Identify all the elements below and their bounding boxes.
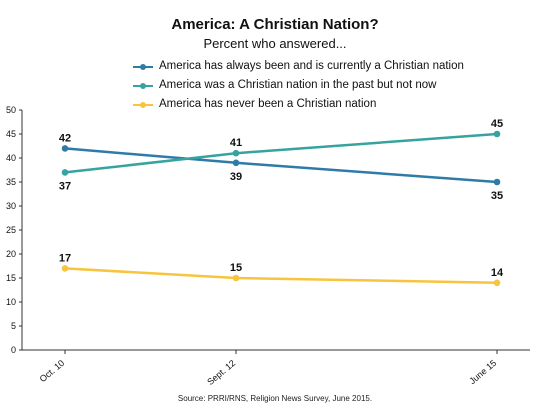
- data-label: 39: [230, 171, 242, 183]
- data-label: 37: [59, 180, 71, 192]
- y-tick-label: 20: [6, 249, 16, 259]
- data-label: 45: [491, 118, 503, 130]
- data-point: [61, 265, 69, 272]
- legend-label-always: America has always been and is currently…: [159, 60, 464, 72]
- data-label: 35: [491, 190, 503, 202]
- y-tick-label: 40: [6, 153, 16, 163]
- x-tick-label: Sept. 12: [205, 358, 237, 387]
- series-line-2: [64, 267, 498, 285]
- legend-swatch-never: [133, 102, 153, 108]
- data-point: [232, 159, 240, 167]
- data-label: 15: [230, 262, 242, 274]
- data-point: [493, 279, 501, 287]
- data-label: 14: [491, 267, 504, 279]
- legend-swatch-always: [133, 64, 153, 70]
- x-tick-label: Oct. 10: [38, 358, 67, 384]
- chart-title: America: A Christian Nation?: [171, 16, 379, 33]
- data-point: [493, 130, 501, 138]
- y-tick-label: 10: [6, 297, 16, 307]
- data-label: 42: [59, 132, 71, 144]
- legend-swatch-past: [133, 83, 153, 89]
- legend-item-past: America was a Christian nation in the pa…: [133, 76, 464, 95]
- y-tick-label: 50: [6, 105, 16, 115]
- legend-item-never: America has never been a Christian natio…: [133, 95, 464, 114]
- y-tick-label: 30: [6, 201, 16, 211]
- data-point: [493, 178, 501, 186]
- data-point: [61, 169, 69, 176]
- y-tick-label: 0: [11, 345, 16, 355]
- x-tick-label: June 15: [467, 358, 498, 386]
- legend-item-always: America has always been and is currently…: [133, 57, 464, 76]
- y-tick-label: 45: [6, 129, 16, 139]
- data-point: [232, 149, 240, 157]
- y-tick-label: 25: [6, 225, 16, 235]
- chart-subtitle: Percent who answered...: [203, 36, 347, 51]
- y-tick-label: 15: [6, 273, 16, 283]
- source-note: Source: PRRI/RNS, Religion News Survey, …: [177, 394, 373, 403]
- data-label: 41: [230, 137, 242, 149]
- data-point: [232, 274, 240, 282]
- data-label: 17: [59, 252, 71, 264]
- legend-label-past: America was a Christian nation in the pa…: [159, 79, 437, 91]
- data-point: [61, 145, 69, 152]
- legend-label-never: America has never been a Christian natio…: [159, 98, 377, 110]
- legend: America has always been and is currently…: [133, 57, 464, 114]
- y-tick-label: 5: [11, 321, 16, 331]
- y-tick-label: 35: [6, 177, 16, 187]
